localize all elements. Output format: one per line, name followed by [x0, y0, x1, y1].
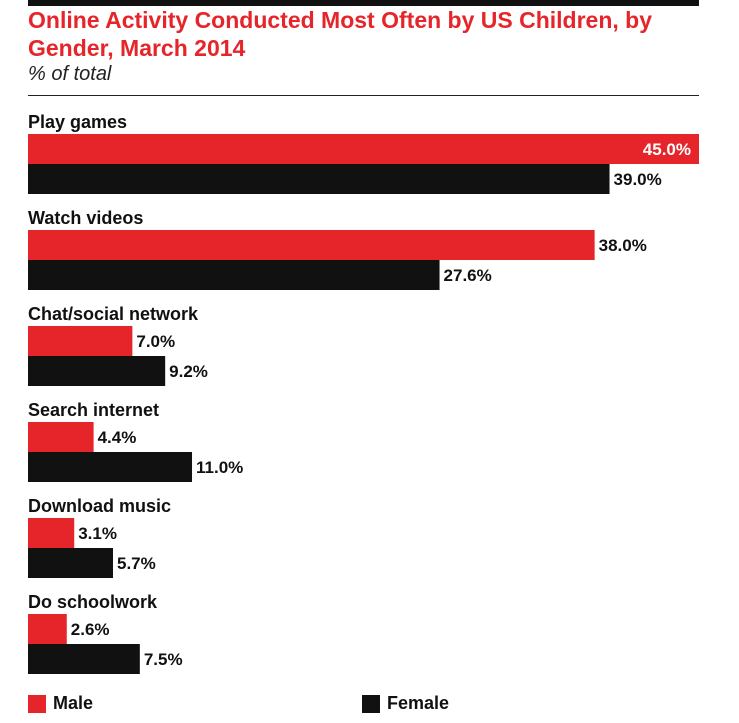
bar-male-chat-social-network [28, 326, 133, 356]
bar-female-download-music [28, 548, 113, 578]
legend-item-male: Male [28, 693, 93, 714]
category-label-do-schoolwork: Do schoolwork [28, 592, 158, 612]
bar-chart: Play games 45.0% 39.0% Watch videos 38.0% 27.… [28, 112, 699, 674]
value-label-female-search-internet: 11.0% [196, 458, 243, 477]
value-label-male-play-games: 45.0% [643, 140, 691, 159]
bar-female-search-internet [28, 452, 193, 482]
value-label-female-play-games: 39.0% [614, 170, 662, 189]
category-label-watch-videos: Watch videos [28, 208, 143, 228]
category-label-play-games: Play games [28, 112, 127, 132]
chart-subtitle: % of total [28, 63, 112, 85]
legend-item-female: Female [362, 693, 449, 714]
bar-female-chat-social-network [28, 356, 166, 386]
chart-title: Online Activity Conducted Most Often by … [28, 7, 653, 61]
value-label-female-download-music: 5.7% [117, 554, 156, 573]
bar-male-play-games [28, 134, 699, 164]
bar-male-watch-videos [28, 230, 595, 260]
value-label-male-chat-social-network: 7.0% [136, 332, 175, 351]
value-label-female-watch-videos: 27.6% [444, 266, 492, 285]
legend-swatch-male [28, 694, 46, 713]
value-label-male-download-music: 3.1% [78, 524, 117, 543]
category-label-search-internet: Search internet [28, 400, 159, 420]
bar-male-do-schoolwork [28, 614, 67, 644]
value-label-female-do-schoolwork: 7.5% [144, 650, 183, 669]
value-label-male-watch-videos: 38.0% [599, 236, 647, 255]
value-label-male-search-internet: 4.4% [98, 428, 137, 447]
bar-male-download-music [28, 518, 75, 548]
bar-male-search-internet [28, 422, 94, 452]
value-label-female-chat-social-network: 9.2% [169, 362, 208, 381]
legend-label-female: Female [387, 693, 450, 713]
bar-female-do-schoolwork [28, 644, 140, 674]
bar-female-watch-videos [28, 260, 440, 290]
legend-swatch-female [362, 694, 380, 713]
bar-female-play-games [28, 164, 610, 194]
title-divider [28, 95, 699, 96]
value-label-male-do-schoolwork: 2.6% [71, 620, 110, 639]
legend-label-male: Male [53, 693, 94, 713]
top-bar [28, 0, 699, 6]
category-label-download-music: Download music [28, 496, 171, 516]
category-label-chat-social-network: Chat/social network [28, 304, 199, 324]
